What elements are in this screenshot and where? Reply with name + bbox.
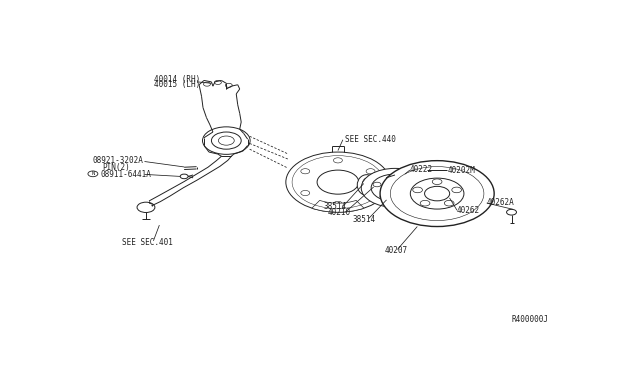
Text: 40262: 40262 [457, 206, 480, 215]
Text: N: N [92, 171, 95, 176]
Circle shape [214, 80, 221, 84]
Text: PIN(2): PIN(2) [102, 163, 130, 172]
Text: 38514: 38514 [323, 202, 346, 211]
Text: 08921-3202A: 08921-3202A [92, 156, 143, 165]
Text: 40015 (LH): 40015 (LH) [154, 80, 201, 89]
Text: SEE SEC.440: SEE SEC.440 [346, 135, 396, 144]
Text: 08911-6441A: 08911-6441A [101, 170, 152, 179]
Circle shape [402, 195, 410, 199]
Circle shape [373, 182, 381, 187]
Text: R400000J: R400000J [511, 315, 548, 324]
Text: 40210: 40210 [328, 208, 351, 217]
Ellipse shape [374, 182, 381, 192]
Circle shape [371, 174, 419, 202]
Circle shape [301, 190, 310, 196]
Circle shape [286, 152, 390, 212]
Circle shape [424, 186, 450, 201]
Circle shape [204, 82, 211, 86]
Circle shape [390, 167, 484, 221]
Text: 40207: 40207 [385, 246, 408, 255]
Circle shape [380, 195, 388, 199]
Text: 40222: 40222 [410, 165, 433, 174]
Circle shape [333, 201, 342, 206]
Circle shape [366, 169, 375, 174]
Circle shape [383, 181, 407, 195]
Circle shape [380, 161, 494, 227]
Text: 40202M: 40202M [448, 166, 476, 174]
Ellipse shape [357, 175, 376, 195]
Circle shape [137, 202, 155, 212]
Circle shape [392, 173, 399, 177]
Text: 40262A: 40262A [486, 198, 515, 207]
Circle shape [361, 169, 429, 207]
Circle shape [444, 201, 454, 206]
Ellipse shape [370, 179, 385, 195]
Circle shape [410, 178, 464, 209]
Circle shape [218, 136, 234, 145]
Text: SEE SEC.401: SEE SEC.401 [122, 238, 173, 247]
Circle shape [366, 190, 375, 196]
Circle shape [409, 182, 417, 187]
Circle shape [420, 201, 430, 206]
Circle shape [225, 83, 232, 87]
Circle shape [202, 127, 250, 154]
Circle shape [333, 158, 342, 163]
Text: 38514: 38514 [353, 215, 376, 224]
Circle shape [301, 169, 310, 174]
Circle shape [452, 187, 461, 193]
Circle shape [432, 179, 442, 185]
Wedge shape [312, 201, 364, 212]
Circle shape [507, 209, 516, 215]
Circle shape [211, 132, 241, 149]
Circle shape [317, 170, 359, 194]
Circle shape [180, 174, 188, 179]
Ellipse shape [362, 178, 371, 192]
Circle shape [391, 175, 399, 179]
Text: 40014 (RH): 40014 (RH) [154, 74, 201, 83]
Circle shape [413, 187, 422, 193]
